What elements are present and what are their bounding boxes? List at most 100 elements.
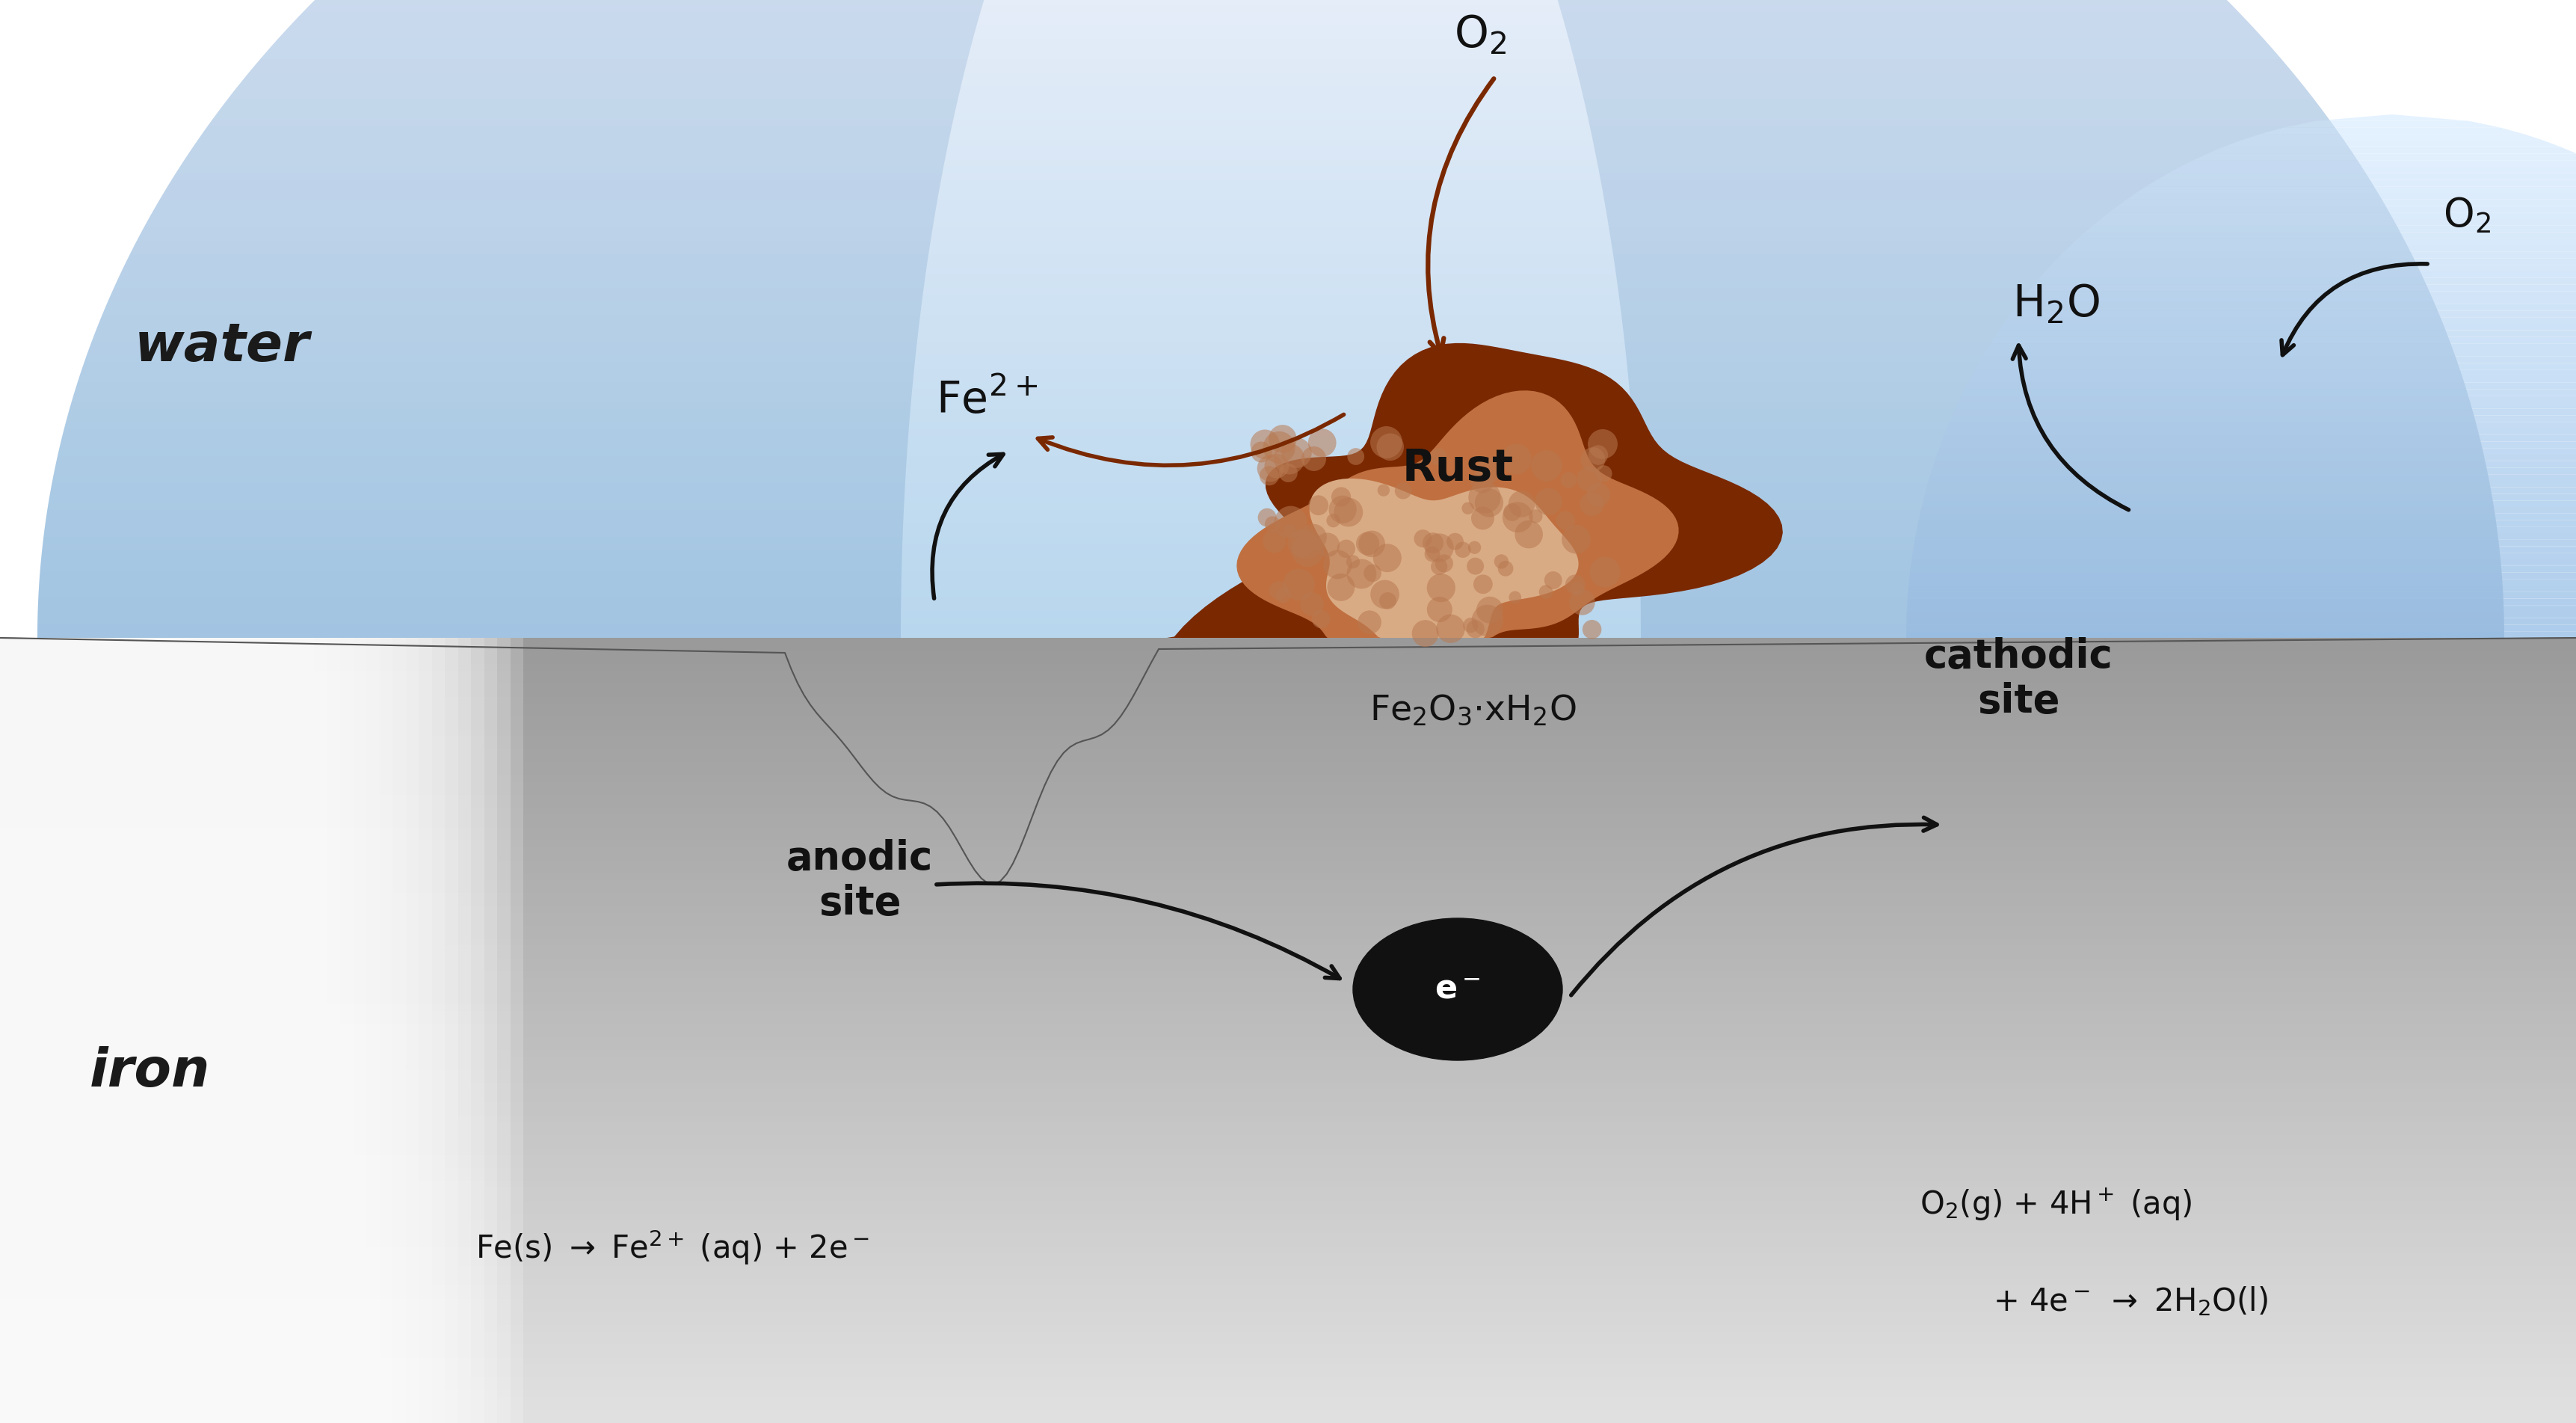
Polygon shape	[1597, 166, 2365, 174]
Polygon shape	[0, 1220, 2576, 1227]
Polygon shape	[41, 564, 902, 571]
Polygon shape	[1633, 443, 2483, 450]
Polygon shape	[0, 1063, 2576, 1070]
Polygon shape	[67, 408, 909, 416]
Polygon shape	[0, 1025, 2576, 1030]
Circle shape	[1510, 491, 1535, 517]
Polygon shape	[1595, 154, 2357, 159]
Polygon shape	[1906, 625, 2576, 632]
Polygon shape	[39, 625, 902, 632]
Polygon shape	[0, 1030, 2576, 1037]
Polygon shape	[39, 632, 902, 638]
Polygon shape	[1613, 248, 2411, 255]
Polygon shape	[2136, 186, 2576, 194]
Polygon shape	[1589, 127, 2339, 134]
Polygon shape	[0, 861, 2576, 867]
Polygon shape	[0, 638, 433, 1423]
Text: iron: iron	[90, 1046, 211, 1097]
Circle shape	[1448, 534, 1463, 549]
Polygon shape	[0, 788, 2576, 795]
Polygon shape	[211, 112, 2329, 120]
Polygon shape	[0, 650, 2576, 657]
Polygon shape	[0, 638, 2576, 645]
Polygon shape	[0, 899, 2576, 906]
Polygon shape	[41, 556, 902, 564]
Polygon shape	[144, 221, 2398, 228]
Circle shape	[1370, 581, 1399, 609]
Polygon shape	[44, 524, 2496, 531]
Polygon shape	[0, 978, 2576, 985]
Circle shape	[1504, 504, 1522, 521]
Circle shape	[1275, 507, 1306, 539]
Polygon shape	[62, 435, 2481, 443]
Polygon shape	[167, 181, 2375, 186]
Polygon shape	[0, 1017, 2576, 1025]
Polygon shape	[2058, 252, 2576, 259]
Polygon shape	[75, 383, 912, 388]
Circle shape	[1301, 524, 1327, 551]
Polygon shape	[0, 638, 229, 1423]
Polygon shape	[0, 781, 2576, 788]
Polygon shape	[1584, 107, 2324, 112]
Polygon shape	[0, 841, 2576, 847]
Circle shape	[1476, 457, 1502, 482]
Polygon shape	[0, 716, 2576, 723]
Polygon shape	[0, 723, 2576, 730]
Polygon shape	[100, 314, 920, 322]
Polygon shape	[0, 638, 420, 1423]
Polygon shape	[46, 504, 904, 509]
Polygon shape	[111, 287, 925, 295]
Polygon shape	[0, 716, 2576, 723]
Polygon shape	[39, 610, 2504, 618]
Polygon shape	[0, 814, 2576, 821]
Polygon shape	[0, 959, 2576, 965]
Polygon shape	[309, 0, 2231, 6]
Polygon shape	[0, 801, 2576, 808]
Polygon shape	[103, 309, 2439, 314]
Polygon shape	[0, 638, 219, 1423]
Polygon shape	[124, 260, 2419, 268]
Circle shape	[1463, 618, 1479, 633]
Polygon shape	[0, 1017, 2576, 1025]
Circle shape	[1265, 454, 1288, 478]
Polygon shape	[1584, 100, 2318, 107]
Polygon shape	[0, 697, 2576, 703]
Circle shape	[1394, 482, 1412, 499]
Polygon shape	[46, 509, 2496, 517]
Polygon shape	[2045, 265, 2576, 272]
Polygon shape	[0, 710, 2576, 716]
Polygon shape	[108, 295, 2434, 302]
Polygon shape	[2063, 245, 2576, 252]
Circle shape	[1561, 472, 1577, 488]
Polygon shape	[188, 147, 2352, 154]
Polygon shape	[0, 638, 510, 1423]
Polygon shape	[1607, 221, 2398, 228]
Polygon shape	[0, 683, 2576, 690]
Polygon shape	[0, 801, 2576, 808]
Polygon shape	[1909, 566, 2576, 572]
Polygon shape	[126, 255, 2416, 260]
Polygon shape	[0, 1096, 2576, 1103]
Polygon shape	[0, 808, 2576, 814]
Polygon shape	[265, 46, 2275, 53]
Polygon shape	[0, 1403, 2576, 1410]
Circle shape	[1283, 524, 1296, 536]
Polygon shape	[1641, 610, 2504, 618]
Circle shape	[1324, 549, 1352, 579]
Circle shape	[1358, 531, 1386, 558]
Polygon shape	[0, 1365, 2576, 1370]
Polygon shape	[1984, 350, 2576, 357]
Polygon shape	[0, 1383, 2576, 1390]
Polygon shape	[0, 703, 2576, 710]
Polygon shape	[0, 638, 428, 1423]
Polygon shape	[193, 139, 2349, 147]
Polygon shape	[273, 38, 2269, 46]
Polygon shape	[2128, 194, 2576, 199]
Circle shape	[1347, 555, 1360, 569]
Polygon shape	[67, 408, 2473, 416]
Polygon shape	[49, 490, 904, 497]
Circle shape	[1471, 507, 1494, 529]
Circle shape	[1561, 525, 1589, 554]
Polygon shape	[0, 1010, 2576, 1017]
Polygon shape	[255, 60, 969, 65]
